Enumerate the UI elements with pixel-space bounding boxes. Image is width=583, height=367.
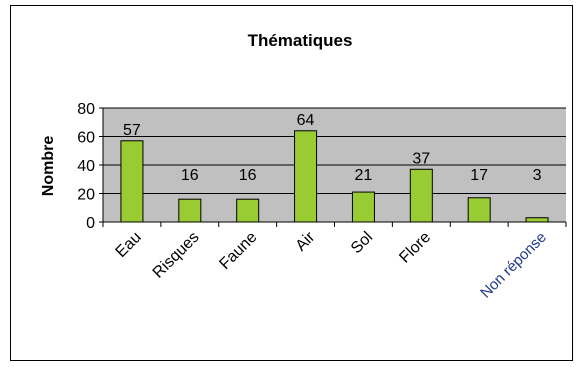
data-label: 37 bbox=[412, 150, 430, 167]
bar-air bbox=[294, 130, 318, 223]
bar-non-réponse bbox=[525, 217, 549, 223]
y-axis-label: Nombre bbox=[40, 136, 57, 197]
data-label: 57 bbox=[123, 122, 141, 139]
plot-area: 0 20 40 60 80 57 Eau 16 Risques 16 Faune 64 Air 21 Sol… bbox=[77, 101, 567, 302]
x-category-label: Eau bbox=[113, 229, 145, 261]
data-label: 17 bbox=[470, 167, 488, 184]
x-category-label: Air bbox=[293, 228, 319, 254]
y-tick-label: 80 bbox=[77, 101, 95, 118]
x-category-label: Non réponse bbox=[477, 229, 550, 302]
bar-flore bbox=[409, 168, 433, 223]
bar-sol bbox=[351, 191, 375, 223]
y-tick-label: 40 bbox=[77, 158, 95, 175]
bar-faune bbox=[236, 198, 260, 223]
bar-blank bbox=[467, 197, 491, 223]
bar-risques bbox=[178, 198, 202, 223]
y-tick-label: 60 bbox=[77, 130, 95, 147]
data-label: 16 bbox=[239, 167, 257, 184]
bar-eau bbox=[120, 140, 144, 223]
y-tick-label: 20 bbox=[77, 187, 95, 204]
data-label: 21 bbox=[355, 167, 373, 184]
x-category-label: Risques bbox=[150, 229, 203, 282]
chart-title: Thématiques bbox=[248, 31, 353, 50]
x-category-label: Flore bbox=[396, 229, 434, 267]
x-category-label: Sol bbox=[348, 229, 376, 257]
data-label: 64 bbox=[297, 112, 315, 129]
data-label: 3 bbox=[533, 167, 542, 184]
data-label: 16 bbox=[181, 167, 199, 184]
y-tick-label: 0 bbox=[86, 215, 95, 232]
x-category-label: Faune bbox=[216, 229, 260, 273]
